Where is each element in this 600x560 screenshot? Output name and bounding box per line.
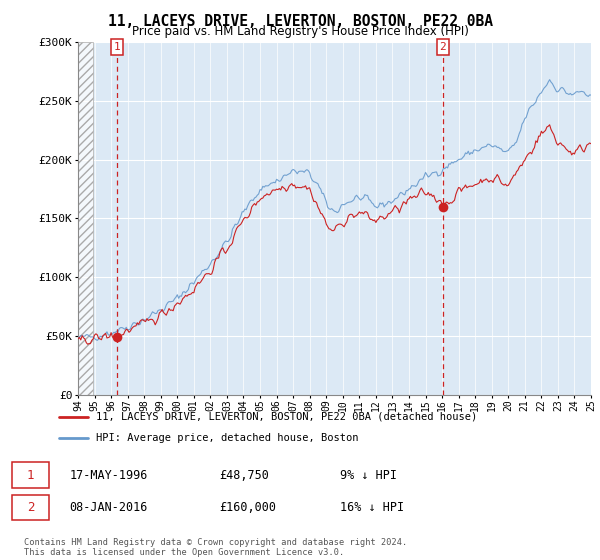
Text: 9% ↓ HPI: 9% ↓ HPI [340, 469, 397, 482]
Text: £48,750: £48,750 [220, 469, 269, 482]
Text: £160,000: £160,000 [220, 501, 277, 514]
Text: Price paid vs. HM Land Registry's House Price Index (HPI): Price paid vs. HM Land Registry's House … [131, 25, 469, 38]
Text: HPI: Average price, detached house, Boston: HPI: Average price, detached house, Bost… [95, 433, 358, 444]
Text: 1: 1 [27, 469, 34, 482]
FancyBboxPatch shape [12, 463, 49, 488]
Text: 1: 1 [114, 42, 121, 52]
Text: Contains HM Land Registry data © Crown copyright and database right 2024.
This d: Contains HM Land Registry data © Crown c… [24, 538, 407, 557]
Text: 08-JAN-2016: 08-JAN-2016 [70, 501, 148, 514]
FancyBboxPatch shape [12, 494, 49, 520]
Text: 11, LACEYS DRIVE, LEVERTON, BOSTON, PE22 0BA: 11, LACEYS DRIVE, LEVERTON, BOSTON, PE22… [107, 14, 493, 29]
Text: 16% ↓ HPI: 16% ↓ HPI [340, 501, 404, 514]
Bar [78, 42, 93, 395]
Text: 2: 2 [439, 42, 446, 52]
Text: 11, LACEYS DRIVE, LEVERTON, BOSTON, PE22 0BA (detached house): 11, LACEYS DRIVE, LEVERTON, BOSTON, PE22… [95, 412, 477, 422]
Text: 2: 2 [27, 501, 34, 514]
Text: 17-MAY-1996: 17-MAY-1996 [70, 469, 148, 482]
Bar [78, 42, 93, 395]
